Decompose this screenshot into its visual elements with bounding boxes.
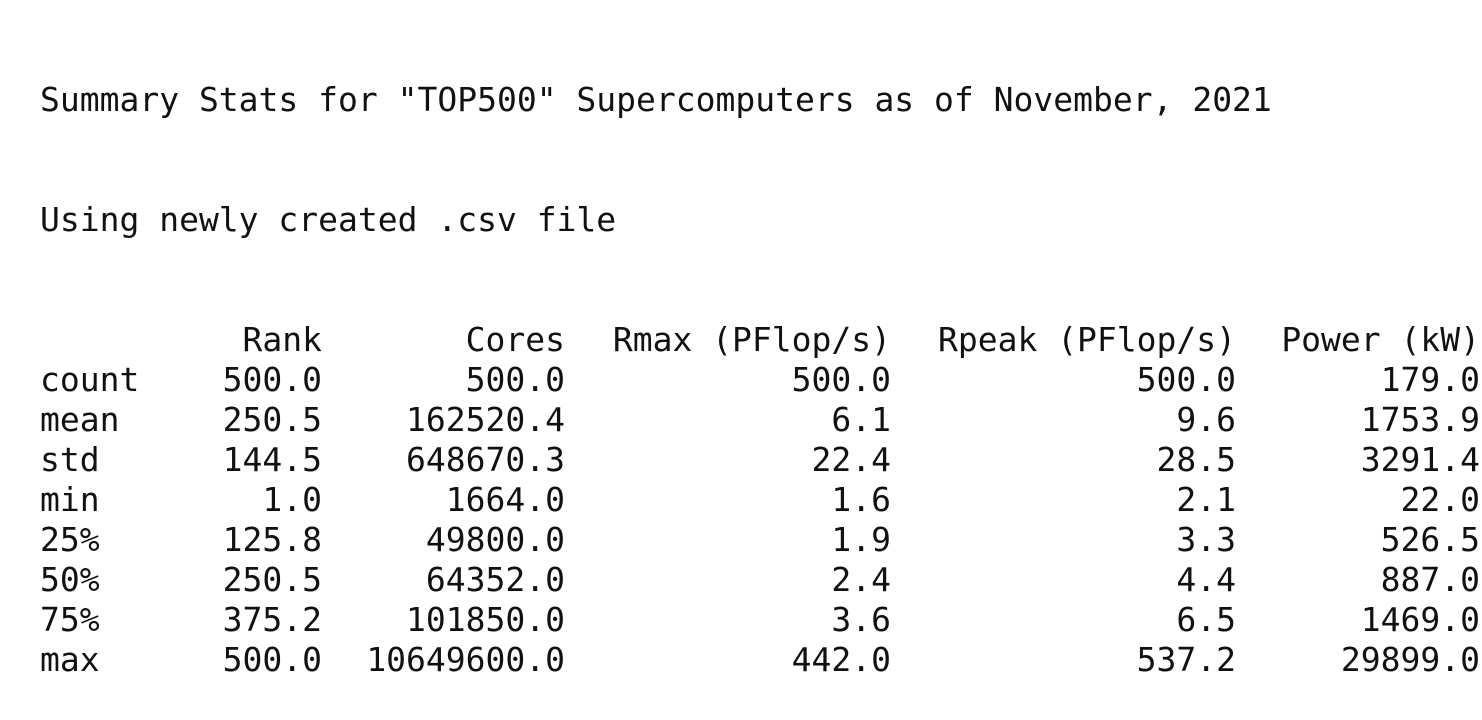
table-cell: 64352.0: [425, 560, 565, 599]
table-row: std 144.5 648670.3 22.4 28.5 3291.4: [40, 440, 1480, 480]
table-cell: 526.5: [1380, 520, 1480, 559]
table-cell: 1.6: [831, 480, 891, 519]
table-row: mean 250.5 162520.4 6.1 9.6 1753.9: [40, 400, 1480, 440]
table-cell: 22.0: [1400, 480, 1480, 519]
table-cell: 162520.4: [406, 400, 565, 439]
table-cell: 442.0: [791, 640, 891, 679]
table-row: 50% 250.5 64352.0 2.4 4.4 887.0: [40, 560, 1480, 600]
table-cell: 101850.0: [406, 600, 565, 639]
table-cell: 250.5: [222, 400, 322, 439]
table-cell: 500.0: [465, 360, 565, 399]
table-cell: 125.8: [222, 520, 322, 559]
table-cell: 537.2: [1136, 640, 1236, 679]
table-cell: 500.0: [1136, 360, 1236, 399]
column-header-rpeak: Rpeak (PFlop/s): [937, 320, 1236, 359]
table-cell: 500.0: [222, 360, 322, 399]
table-cell: 28.5: [1156, 440, 1236, 479]
output-subtitle: Using newly created .csv file: [40, 200, 617, 239]
column-header-rank: Rank: [242, 320, 322, 359]
table-cell: 648670.3: [406, 440, 565, 479]
table-row: count 500.0 500.0 500.0 500.0 179.0: [40, 360, 1480, 400]
column-header-power: Power (kW): [1281, 320, 1480, 359]
table-cell: 1753.9: [1360, 400, 1480, 439]
row-label: min: [40, 480, 100, 519]
table-cell: 2.1: [1176, 480, 1236, 519]
table-cell: 144.5: [222, 440, 322, 479]
table-cell: 3.6: [831, 600, 891, 639]
table-cell: 887.0: [1380, 560, 1480, 599]
column-header-cores: Cores: [465, 320, 565, 359]
row-label: 25%: [40, 520, 100, 559]
table-cell: 6.5: [1176, 600, 1236, 639]
table-row: 75% 375.2 101850.0 3.6 6.5 1469.0: [40, 600, 1480, 640]
table-cell: 3.3: [1176, 520, 1236, 559]
table-cell: 9.6: [1176, 400, 1236, 439]
table-cell: 6.1: [831, 400, 891, 439]
row-label: count: [40, 360, 140, 399]
table-cell: 1.9: [831, 520, 891, 559]
table-cell: 4.4: [1176, 560, 1236, 599]
table-cell: 3291.4: [1360, 440, 1480, 479]
table-row: min 1.0 1664.0 1.6 2.1 22.0: [40, 480, 1480, 520]
table-cell: 2.4: [831, 560, 891, 599]
table-cell: 29899.0: [1340, 640, 1480, 679]
console-output: Summary Stats for "TOP500" Supercomputer…: [40, 0, 1480, 720]
row-label: max: [40, 640, 100, 679]
table-row: 25% 125.8 49800.0 1.9 3.3 526.5: [40, 520, 1480, 560]
table-cell: 1469.0: [1360, 600, 1480, 639]
index-header: [40, 320, 180, 360]
table-cell: 10649600.0: [366, 640, 565, 679]
table-cell: 1664.0: [445, 480, 565, 519]
table-cell: 1.0: [262, 480, 322, 519]
table-row: max 500.0 10649600.0 442.0 537.2 29899.0: [40, 640, 1480, 680]
table-cell: 500.0: [222, 640, 322, 679]
summary-stats-table: Rank Cores Rmax (PFlop/s) Rpeak (PFlop/s…: [40, 320, 1480, 680]
table-header-row: Rank Cores Rmax (PFlop/s) Rpeak (PFlop/s…: [40, 320, 1480, 360]
row-label: 50%: [40, 560, 100, 599]
row-label: 75%: [40, 600, 100, 639]
table-cell: 22.4: [811, 440, 891, 479]
table-cell: 500.0: [791, 360, 891, 399]
row-label: std: [40, 440, 100, 479]
row-label: mean: [40, 400, 120, 439]
table-cell: 49800.0: [425, 520, 565, 559]
table-cell: 179.0: [1380, 360, 1480, 399]
table-cell: 375.2: [222, 600, 322, 639]
table-cell: 250.5: [222, 560, 322, 599]
column-header-rmax: Rmax (PFlop/s): [612, 320, 891, 359]
output-title: Summary Stats for "TOP500" Supercomputer…: [40, 80, 1272, 119]
